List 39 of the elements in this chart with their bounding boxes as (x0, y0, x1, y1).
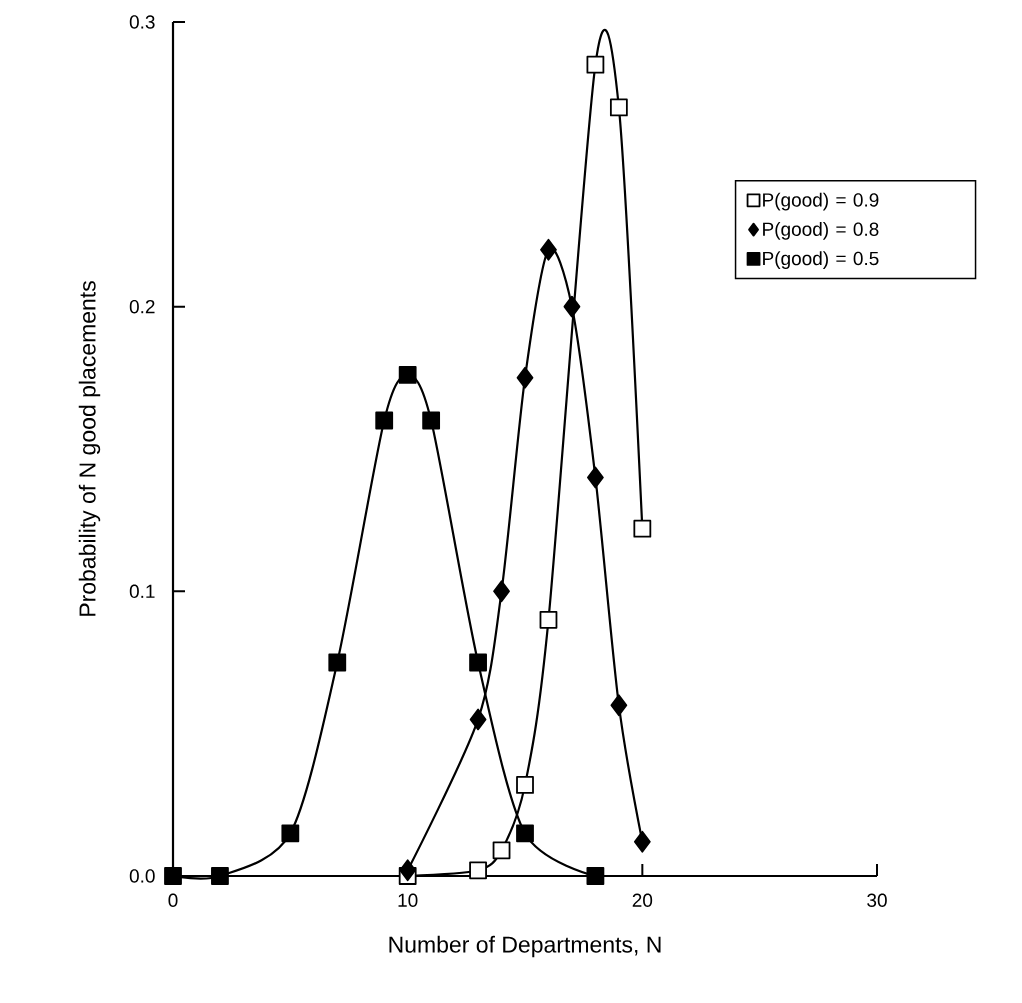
point (610, 694, 628, 717)
point (516, 366, 534, 389)
y-tick-label: 0.2 (129, 299, 155, 314)
point (633, 830, 651, 853)
point (563, 295, 581, 318)
point (281, 824, 300, 843)
point (211, 867, 229, 885)
y-tick-label: 0.3 (129, 15, 155, 29)
legend-label: P(good) = 0.5 (763, 251, 879, 269)
point (633, 519, 652, 538)
point (469, 708, 487, 731)
x-tick-label: 0 (168, 893, 178, 907)
point (422, 411, 441, 430)
y-tick-label: 0.0 (129, 869, 155, 883)
point (328, 653, 347, 672)
point (492, 841, 511, 860)
legend-label: P(good) = 0.9 (763, 192, 879, 211)
point (469, 653, 487, 672)
y-tick-label: 0.1 (129, 584, 155, 599)
point (586, 55, 605, 74)
point (375, 411, 394, 430)
point (398, 366, 417, 384)
y-axis-title: Probability of N good placements (78, 281, 101, 616)
point (399, 859, 417, 882)
point (516, 775, 534, 794)
point (609, 98, 628, 117)
point (539, 610, 558, 629)
point (469, 861, 487, 880)
x-axis-title: Number of Departments, N (389, 935, 661, 958)
x-tick-label: 20 (632, 893, 653, 907)
point (540, 238, 557, 261)
point (493, 580, 510, 603)
point (516, 824, 534, 843)
point (586, 867, 605, 885)
x-tick-label: 30 (867, 893, 887, 907)
point (587, 466, 604, 489)
legend-label: P(good) = 0.8 (763, 221, 879, 240)
point (164, 867, 182, 885)
x-tick-label: 10 (398, 893, 418, 907)
